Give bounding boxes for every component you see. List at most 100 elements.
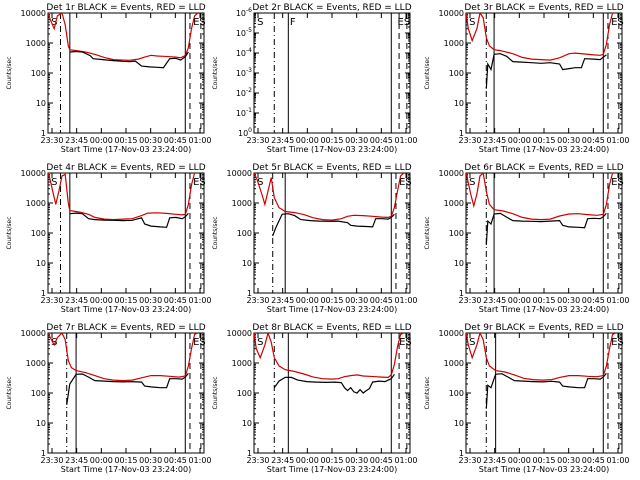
- series-events-line: [272, 213, 395, 237]
- y-axis-label: Counts/sec: [6, 56, 13, 89]
- event-marker-label: S: [469, 17, 475, 28]
- y-axis-label: Counts/sec: [424, 376, 431, 409]
- y-tick-label: 10000: [439, 9, 464, 18]
- y-tick-label: 100: [238, 127, 252, 138]
- event-marker-label: S: [257, 17, 263, 28]
- panel-det-6: Det 6r BLACK = Events, RED = LLD 1 10 100 10…: [424, 163, 630, 314]
- x-tick-label: 00:15: [532, 136, 555, 145]
- x-tick-label: 23:30: [458, 296, 481, 305]
- panel-det-3: Det 3r BLACK = Events, RED = LLD 1 10 100 10…: [424, 3, 630, 154]
- y-tick-label: 1000: [444, 359, 464, 368]
- x-axis-label: Start Time (17-Nov-03 23:24:00): [479, 465, 609, 474]
- series-events-line: [485, 373, 607, 409]
- panel-title: Det 1r BLACK = Events, RED = LLD: [46, 3, 205, 13]
- x-tick-label: 00:15: [114, 136, 137, 145]
- y-tick-label: 1: [41, 129, 46, 138]
- y-tick-label: 10: [454, 99, 464, 108]
- event-marker-label: S: [257, 177, 263, 188]
- series-events-line: [485, 212, 607, 245]
- y-tick-label: 10-5: [236, 27, 252, 38]
- panel-title: Det 6r BLACK = Events, RED = LLD: [464, 163, 623, 173]
- x-tick-label: 23:30: [40, 136, 63, 145]
- x-tick-label: 01:00: [606, 296, 629, 305]
- x-tick-label: 23:30: [246, 136, 269, 145]
- x-tick-label: 00:30: [345, 296, 368, 305]
- event-marker-label: ES: [398, 17, 411, 28]
- y-tick-label: 100: [449, 389, 464, 398]
- y-tick-label: 10-1: [236, 107, 252, 118]
- series-lld-line: [254, 173, 405, 221]
- panel-det-1: Det 1r BLACK = Events, RED = LLD 1 10 100 10…: [6, 3, 212, 154]
- y-tick-label: 10: [454, 419, 464, 428]
- x-tick-label: 00:30: [345, 136, 368, 145]
- event-marker-label: ES: [399, 337, 412, 348]
- y-tick-label: 10000: [439, 329, 464, 338]
- x-tick-label: 23:45: [483, 296, 506, 305]
- x-axis-label: Start Time (17-Nov-03 23:24:00): [61, 465, 191, 474]
- x-tick-label: 01:00: [394, 456, 417, 465]
- x-tick-label: 00:15: [114, 296, 137, 305]
- event-marker-label: S: [469, 177, 475, 188]
- x-tick-label: 00:15: [114, 456, 137, 465]
- y-axis-label: Counts/sec: [212, 376, 219, 409]
- panel-title: Det 5r BLACK = Events, RED = LLD: [252, 163, 411, 173]
- event-marker-label: F: [290, 17, 296, 28]
- y-axis-label: Counts/sec: [212, 56, 219, 89]
- x-tick-label: 23:45: [271, 456, 294, 465]
- panel-title: Det 4r BLACK = Events, RED = LLD: [46, 163, 205, 173]
- series-events-line: [66, 373, 189, 405]
- x-tick-label: 23:30: [458, 136, 481, 145]
- y-tick-label: 100: [237, 229, 252, 238]
- y-tick-label: 1000: [26, 359, 46, 368]
- series-lld-line: [466, 13, 614, 61]
- x-tick-label: 00:45: [370, 136, 393, 145]
- event-marker-label: ES: [193, 177, 206, 188]
- y-tick-label: 1: [459, 289, 464, 298]
- y-tick-label: 100: [449, 69, 464, 78]
- x-tick-label: 01:00: [606, 456, 629, 465]
- event-marker-label: S: [51, 17, 57, 28]
- x-tick-label: 23:45: [65, 296, 88, 305]
- event-marker-label: S: [51, 337, 57, 348]
- x-tick-label: 00:30: [557, 296, 580, 305]
- plot-frame: [465, 12, 623, 134]
- y-tick-label: 10: [36, 99, 46, 108]
- x-tick-label: 00:45: [370, 456, 393, 465]
- x-tick-label: 00:00: [296, 456, 319, 465]
- series-lld-line: [466, 173, 614, 221]
- y-tick-label: 10-3: [236, 67, 252, 78]
- x-tick-label: 00:45: [582, 456, 605, 465]
- y-tick-label: 10: [454, 259, 464, 268]
- y-tick-label: 100: [31, 389, 46, 398]
- event-marker-label: ES: [193, 337, 206, 348]
- x-tick-label: 23:30: [458, 456, 481, 465]
- series-lld-line: [48, 173, 196, 221]
- x-tick-label: 00:00: [508, 296, 531, 305]
- series-lld-line: [48, 13, 199, 61]
- y-tick-label: 10-4: [236, 47, 252, 58]
- x-tick-label: 00:00: [90, 136, 113, 145]
- y-tick-label: 100: [237, 389, 252, 398]
- x-tick-label: 00:45: [164, 456, 187, 465]
- x-axis-label: Start Time (17-Nov-03 23:24:00): [267, 465, 397, 474]
- plot-frame: [465, 172, 623, 294]
- series-lld-line: [466, 333, 617, 381]
- panel-title: Det 7r BLACK = Events, RED = LLD: [46, 323, 205, 333]
- x-tick-label: 23:30: [40, 296, 63, 305]
- x-tick-label: 00:00: [296, 136, 319, 145]
- x-axis-label: Start Time (17-Nov-03 23:24:00): [267, 305, 397, 314]
- x-tick-label: 00:00: [508, 136, 531, 145]
- x-tick-label: 01:00: [188, 296, 211, 305]
- x-axis-label: Start Time (17-Nov-03 23:24:00): [61, 145, 191, 154]
- y-tick-label: 1000: [26, 199, 46, 208]
- x-tick-label: 00:45: [582, 296, 605, 305]
- plot-frame: [47, 12, 205, 134]
- plot-frame: [253, 12, 411, 134]
- x-tick-label: 01:00: [188, 456, 211, 465]
- y-tick-label: 1: [41, 449, 46, 458]
- x-tick-label: 23:30: [246, 296, 269, 305]
- event-marker-label: ES: [611, 337, 624, 348]
- panel-det-9: Det 9r BLACK = Events, RED = LLD 1 10 100 10…: [424, 323, 630, 474]
- x-tick-label: 00:30: [139, 456, 162, 465]
- x-tick-label: 00:15: [320, 296, 343, 305]
